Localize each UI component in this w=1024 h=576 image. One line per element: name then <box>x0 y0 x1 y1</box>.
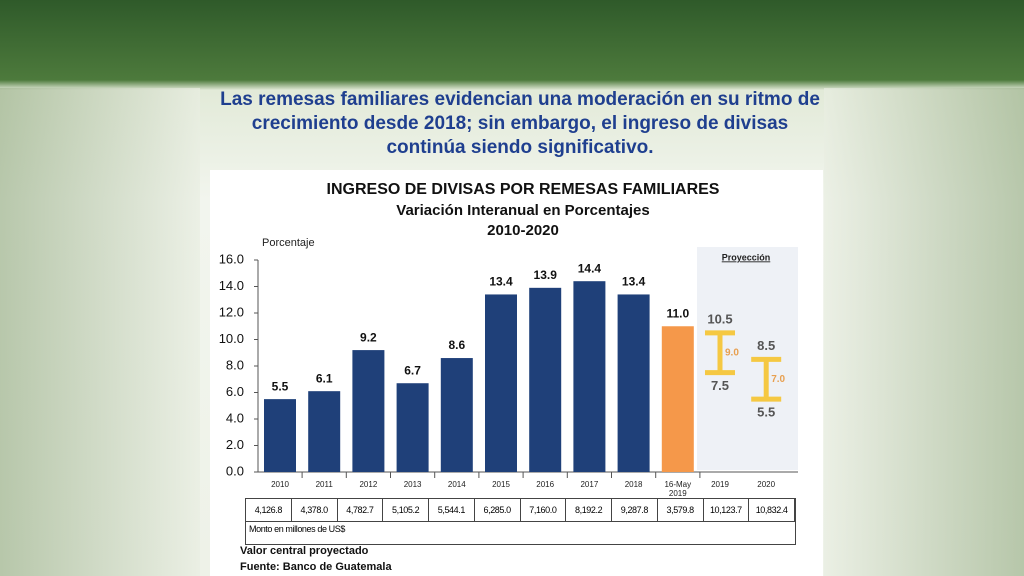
chart-title: INGRESO DE DIVISAS POR REMESAS FAMILIARE… <box>327 181 720 198</box>
central-label: 9.0 <box>725 347 739 358</box>
x-tick-label: 2010 <box>271 480 289 489</box>
x-tick-label: 16-May 2019 <box>664 480 692 498</box>
y-tick-label: 8.0 <box>226 357 244 372</box>
amounts-table: 4,126.8 4,378.0 4,782.7 5,105.2 5,544.1 6,285… <box>245 498 796 545</box>
amount-cell: 4,126.8 <box>246 499 292 522</box>
projection-label: Proyección <box>722 252 771 262</box>
y-axis-label: Porcentaje <box>262 237 315 249</box>
bar-value-label: 8.6 <box>448 338 465 352</box>
x-tick-label: 2017 <box>580 480 599 489</box>
y-tick-label: 14.0 <box>219 278 244 293</box>
high-label: 8.5 <box>757 338 775 353</box>
bar-value-label: 5.5 <box>272 379 289 393</box>
x-tick-label: 2020 <box>757 480 776 489</box>
y-tick-label: 2.0 <box>226 437 244 452</box>
bar <box>264 399 296 472</box>
bar <box>352 350 385 472</box>
bar-value-label: 13.4 <box>622 275 646 289</box>
bar-value-label: 6.7 <box>404 363 421 377</box>
bar <box>617 294 650 472</box>
y-tick-label: 12.0 <box>219 304 244 319</box>
y-tick-label: 6.0 <box>226 384 244 399</box>
x-tick-label: 2015 <box>492 480 510 489</box>
amount-cell: 5,544.1 <box>429 499 475 522</box>
note: Fuente: Banco de Guatemala <box>240 561 392 573</box>
bar-value-label: 13.9 <box>534 268 558 282</box>
amount-cell: 4,378.0 <box>291 499 338 522</box>
low-label: 5.5 <box>757 405 775 420</box>
x-tick-label: 2012 <box>359 480 378 489</box>
amount-cell: 9,287.8 <box>612 499 658 522</box>
headline: Las remesas familiares evidencian una mo… <box>150 88 890 160</box>
bar <box>308 391 341 472</box>
amount-cell: 7,160.0 <box>520 499 567 522</box>
y-tick-label: 16.0 <box>219 251 244 266</box>
headline-line: continúa siendo significativo. <box>386 137 654 158</box>
amount-cell: 10,832.4 <box>749 499 795 522</box>
bar-value-label: 9.2 <box>360 330 377 344</box>
bar <box>396 383 429 472</box>
bar <box>661 326 694 472</box>
chart-subtitle: Variación Interanual en Porcentajes <box>396 202 649 219</box>
high-label: 10.5 <box>707 311 732 326</box>
central-label: 7.0 <box>771 374 785 385</box>
background <box>0 88 200 576</box>
low-label: 7.5 <box>711 378 729 393</box>
y-tick-label: 4.0 <box>226 410 244 425</box>
projection-area <box>697 247 798 470</box>
x-tick-label: 2013 <box>403 480 422 489</box>
bar-value-label: 13.4 <box>489 275 513 289</box>
bar <box>529 287 562 472</box>
amount-cell: 8,192.2 <box>566 499 612 522</box>
bar-value-label: 6.1 <box>316 371 333 385</box>
y-tick-label: 10.0 <box>219 331 244 346</box>
amount-cell: 3,579.8 <box>657 499 704 522</box>
amount-cell: 10,123.7 <box>703 499 750 522</box>
x-tick-label: 2019 <box>711 480 729 489</box>
x-tick-label: 2011 <box>315 480 333 489</box>
chart-period: 2010-2020 <box>487 222 559 239</box>
bar <box>573 281 606 472</box>
bar-value-label: 11.0 <box>666 306 689 320</box>
bar <box>485 294 517 472</box>
note: Valor central proyectado <box>240 545 369 557</box>
y-tick-label: 0.0 <box>226 463 244 478</box>
bar-value-label: 14.4 <box>578 261 602 275</box>
amount-cell: 6,285.0 <box>474 499 521 522</box>
headline-line: crecimiento desde 2018; sin embargo, el … <box>251 113 789 134</box>
amount-cell: 4,782.7 <box>337 499 384 522</box>
amount-note: Monto en millones de US$ <box>249 524 345 534</box>
bar <box>440 358 473 472</box>
headline-line: Las remesas familiares evidencian una mo… <box>220 89 820 110</box>
x-tick-label: 2018 <box>624 480 643 489</box>
amount-cell: 5,105.2 <box>383 499 429 522</box>
x-tick-label: 2014 <box>447 480 466 489</box>
x-tick-label: 2016 <box>536 480 555 489</box>
